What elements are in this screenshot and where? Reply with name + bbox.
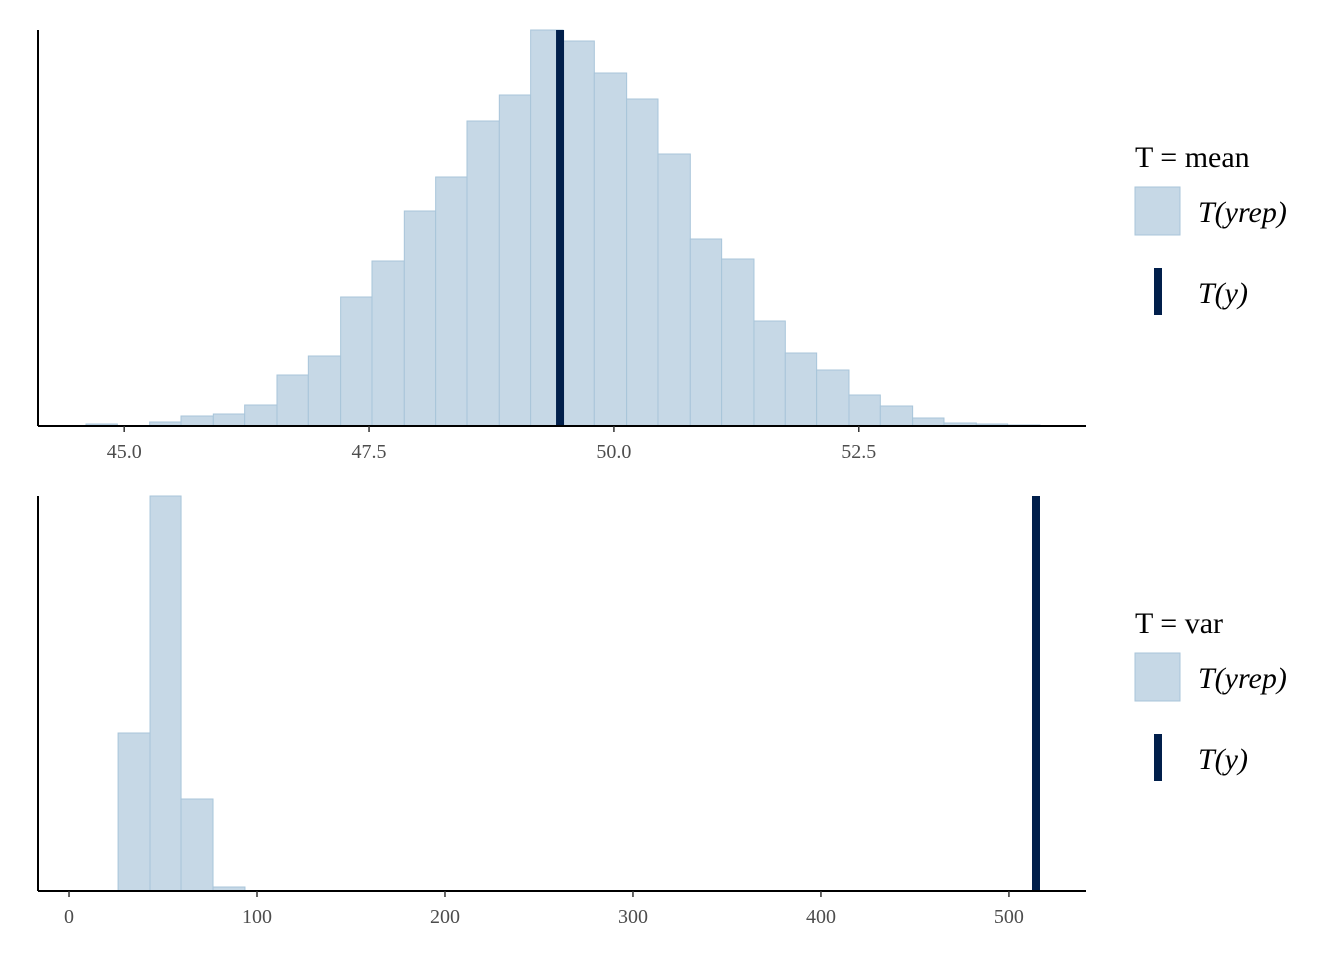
legend-label: T(y) <box>1198 277 1248 310</box>
bar <box>753 320 786 427</box>
bar <box>912 417 945 427</box>
bar <box>180 415 214 427</box>
x-tick-label: 47.5 <box>352 441 387 463</box>
bar <box>626 98 659 427</box>
legend-label: T(yrep) <box>1198 196 1287 229</box>
bar <box>848 394 881 427</box>
x-tick-label: 500 <box>994 906 1024 928</box>
bar <box>689 238 723 427</box>
legend-swatch <box>1134 186 1181 236</box>
bar <box>657 153 691 427</box>
bar <box>721 258 755 427</box>
bar <box>466 120 500 427</box>
x-tick-label: 100 <box>242 906 272 928</box>
bar <box>593 72 628 427</box>
bar <box>879 405 914 427</box>
bar <box>117 732 151 892</box>
x-tick-label: 50.0 <box>596 441 631 463</box>
bar <box>276 374 309 427</box>
bar <box>498 94 532 427</box>
x-tick-label: 300 <box>618 906 648 928</box>
bar <box>307 355 342 427</box>
bar <box>212 413 246 427</box>
bar <box>149 495 182 892</box>
bar <box>562 40 595 427</box>
x-tick-label: 0 <box>64 906 74 928</box>
bar <box>784 352 818 427</box>
x-tick-label: 400 <box>806 906 836 928</box>
bar <box>180 798 214 892</box>
bar <box>244 404 278 427</box>
bar <box>340 296 373 427</box>
bar <box>816 369 850 427</box>
x-tick-label: 45.0 <box>107 441 142 463</box>
x-tick-label: 52.5 <box>841 441 876 463</box>
legend-swatch <box>1134 652 1181 702</box>
bar <box>435 176 468 427</box>
legend-title: T = mean <box>1135 141 1250 174</box>
legend-title: T = var <box>1135 607 1223 640</box>
x-tick-label: 200 <box>430 906 460 928</box>
bar <box>371 260 405 427</box>
legend-label: T(yrep) <box>1198 662 1287 695</box>
bar <box>403 210 437 427</box>
legend-label: T(y) <box>1198 743 1248 776</box>
